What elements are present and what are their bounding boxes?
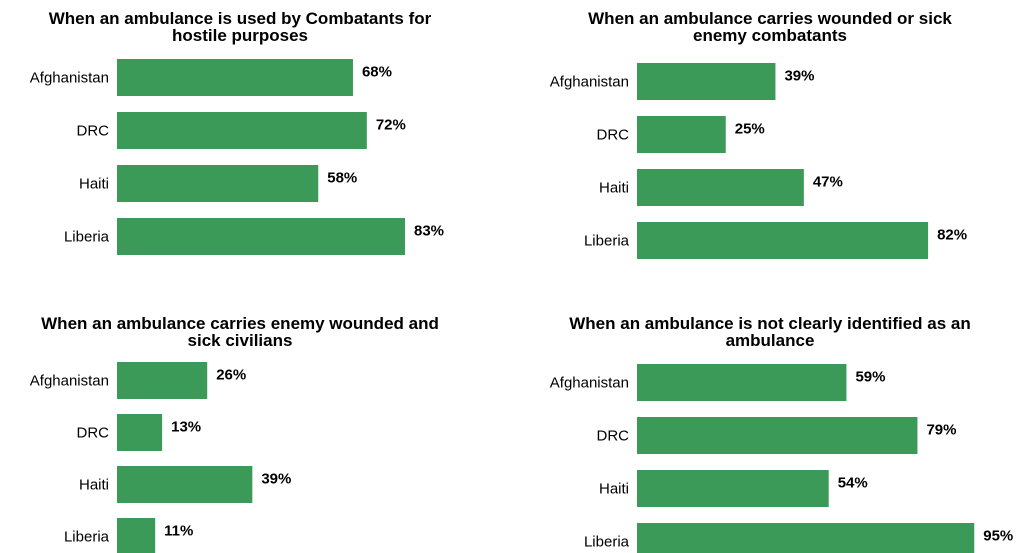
category-label-4-drc: DRC [597,428,630,445]
value-label-1-liberia: 83% [414,223,444,240]
category-label-3-haiti: Haiti [79,477,109,494]
value-label-3-haiti: 39% [261,471,291,488]
category-label-4-haiti: Haiti [599,481,629,498]
chart-panel-3: When an ambulance carries enemy wounded … [0,280,500,553]
chart-panel-4: When an ambulance is not clearly identif… [500,280,1023,553]
chart-title-3: When an ambulance carries enemy wounded … [41,314,439,350]
chart-title-2: When an ambulance carries wounded or sic… [588,9,952,45]
bar-4-drc [637,417,918,454]
category-label-4-liberia: Liberia [584,534,630,551]
bar-4-afghanistan [637,364,847,401]
chart-svg-3: Afghanistan 26% DRC 13% Haiti 39% Liberia 11% [30,362,291,553]
category-label-1-liberia: Liberia [64,229,110,246]
value-label-3-afghanistan: 26% [216,367,246,384]
chart-title-1: When an ambulance is used by Combatants … [48,9,432,45]
value-label-2-liberia: 82% [937,227,967,244]
category-label-2-liberia: Liberia [584,233,630,250]
bar-1-liberia [117,218,406,255]
category-label-2-afghanistan: Afghanistan [550,74,629,91]
bar-4-haiti [637,470,829,507]
chart-title-4: When an ambulance is not clearly identif… [569,314,971,350]
bar-4-liberia [637,523,975,553]
chart-svg-2: Afghanistan 39% DRC 25% Haiti 47% Liberia 82% [550,63,967,259]
bar-2-liberia [637,222,929,259]
category-label-1-drc: DRC [77,123,110,140]
value-label-1-haiti: 58% [327,170,357,187]
bar-3-liberia [117,518,156,553]
category-label-2-haiti: Haiti [599,180,629,197]
bar-1-haiti [117,165,319,202]
value-label-4-drc: 79% [926,422,956,439]
bar-1-drc [117,112,367,149]
chart-panel-1: When an ambulance is used by Combatants … [0,0,500,270]
bar-2-haiti [637,169,804,206]
bar-2-drc [637,116,726,153]
bar-3-afghanistan [117,362,208,399]
bar-1-afghanistan [117,59,353,96]
value-label-3-drc: 13% [171,419,201,436]
category-label-2-drc: DRC [597,127,630,144]
value-label-4-liberia: 95% [983,528,1013,545]
category-label-4-afghanistan: Afghanistan [550,375,629,392]
bar-2-afghanistan [637,63,776,100]
value-label-1-afghanistan: 68% [362,64,392,81]
category-label-1-afghanistan: Afghanistan [30,70,109,87]
value-label-3-liberia: 11% [164,523,193,540]
chart-panel-2: When an ambulance carries wounded or sic… [500,0,1023,270]
value-label-1-drc: 72% [376,117,406,134]
category-label-3-afghanistan: Afghanistan [30,373,109,390]
value-label-2-afghanistan: 39% [784,68,814,85]
chart-svg-4: Afghanistan 59% DRC 79% Haiti 54% Liberia 95% [550,364,1013,553]
category-label-3-drc: DRC [77,425,110,442]
category-label-3-liberia: Liberia [64,529,110,546]
bar-3-drc [117,414,163,451]
value-label-2-haiti: 47% [813,174,843,191]
chart-svg-1: Afghanistan 68% DRC 72% Haiti 58% Liberia 83% [30,59,444,255]
value-label-4-haiti: 54% [838,475,868,492]
value-label-2-drc: 25% [735,121,765,138]
value-label-4-afghanistan: 59% [855,369,885,386]
category-label-1-haiti: Haiti [79,176,109,193]
bar-3-haiti [117,466,253,503]
